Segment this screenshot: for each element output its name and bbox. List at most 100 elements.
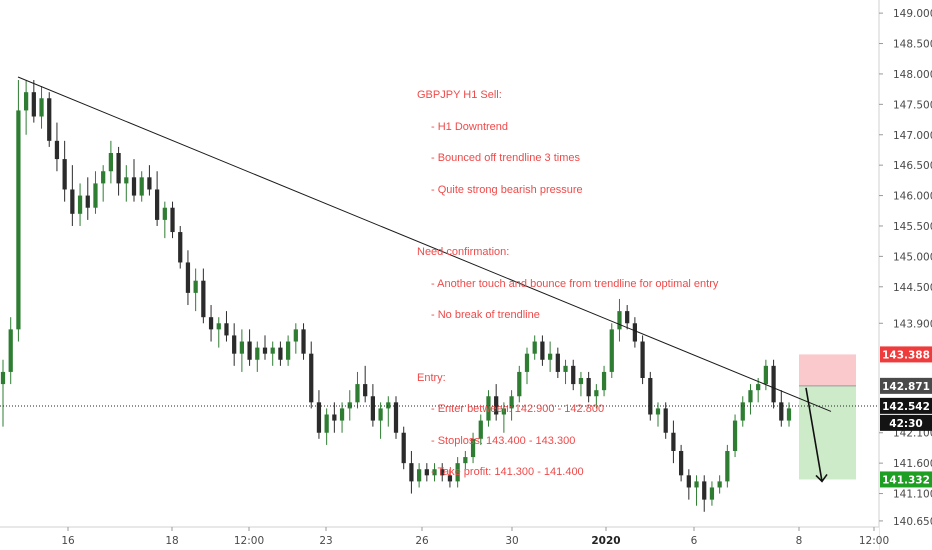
- candle[interactable]: [648, 371, 653, 421]
- candle[interactable]: [170, 201, 175, 239]
- candle[interactable]: [339, 402, 345, 433]
- candle[interactable]: [486, 390, 491, 427]
- candle[interactable]: [154, 171, 160, 226]
- candle[interactable]: [93, 171, 98, 214]
- price-axis-panel[interactable]: [879, 0, 932, 550]
- candle[interactable]: [563, 359, 568, 385]
- candle[interactable]: [540, 335, 545, 366]
- candle[interactable]: [47, 92, 52, 147]
- candle[interactable]: [725, 444, 730, 488]
- candle[interactable]: [702, 475, 707, 512]
- candle[interactable]: [740, 396, 745, 427]
- candle[interactable]: [332, 402, 337, 433]
- candle[interactable]: [108, 140, 114, 184]
- candle[interactable]: [686, 469, 691, 500]
- trendline[interactable]: [17, 76, 832, 412]
- candle[interactable]: [640, 335, 645, 385]
- candle[interactable]: [239, 329, 245, 372]
- candle[interactable]: [0, 359, 6, 427]
- candle[interactable]: [432, 463, 437, 482]
- candle[interactable]: [447, 469, 453, 488]
- candle[interactable]: [224, 311, 229, 342]
- candle[interactable]: [247, 329, 252, 366]
- candle[interactable]: [131, 159, 137, 202]
- candle[interactable]: [524, 347, 530, 385]
- candle[interactable]: [23, 80, 29, 135]
- candle[interactable]: [316, 390, 322, 439]
- candle[interactable]: [463, 450, 468, 470]
- candle[interactable]: [671, 420, 676, 464]
- candle[interactable]: [70, 165, 75, 226]
- candle[interactable]: [694, 475, 699, 506]
- candle[interactable]: [347, 390, 352, 421]
- candle[interactable]: [709, 481, 715, 506]
- candle[interactable]: [31, 80, 36, 123]
- candle[interactable]: [208, 305, 214, 342]
- candle[interactable]: [571, 359, 576, 391]
- candle[interactable]: [632, 317, 638, 348]
- candle[interactable]: [532, 335, 537, 360]
- candle[interactable]: [77, 183, 83, 226]
- candle[interactable]: [655, 402, 661, 427]
- candle[interactable]: [455, 457, 460, 488]
- candle[interactable]: [401, 426, 406, 470]
- candle[interactable]: [162, 201, 167, 239]
- candle[interactable]: [232, 323, 237, 366]
- candle[interactable]: [16, 80, 21, 342]
- candle[interactable]: [270, 341, 275, 366]
- candle[interactable]: [378, 402, 383, 439]
- candle[interactable]: [285, 335, 291, 366]
- candle[interactable]: [779, 390, 784, 427]
- candle[interactable]: [625, 305, 630, 330]
- candle[interactable]: [301, 323, 306, 360]
- candle[interactable]: [116, 146, 121, 196]
- candle[interactable]: [278, 341, 283, 366]
- candle[interactable]: [416, 463, 422, 488]
- candle[interactable]: [440, 463, 445, 482]
- candle[interactable]: [178, 225, 183, 269]
- candle[interactable]: [609, 323, 614, 379]
- candle[interactable]: [470, 432, 476, 464]
- candle[interactable]: [363, 365, 368, 403]
- candle[interactable]: [355, 371, 360, 409]
- candle[interactable]: [601, 365, 607, 397]
- candle[interactable]: [193, 268, 198, 312]
- candle[interactable]: [756, 378, 761, 403]
- candle[interactable]: [124, 165, 129, 202]
- candle[interactable]: [309, 341, 314, 409]
- candle[interactable]: [324, 408, 329, 445]
- candle[interactable]: [509, 390, 514, 421]
- candle[interactable]: [386, 396, 391, 427]
- candle[interactable]: [732, 414, 738, 458]
- candle[interactable]: [409, 450, 414, 494]
- candle[interactable]: [62, 140, 67, 202]
- candle[interactable]: [201, 268, 206, 324]
- candle[interactable]: [8, 317, 13, 385]
- candle[interactable]: [370, 384, 376, 427]
- candle[interactable]: [494, 384, 499, 421]
- candle[interactable]: [594, 384, 599, 409]
- candle[interactable]: [771, 359, 776, 409]
- candle[interactable]: [101, 165, 106, 202]
- candle[interactable]: [517, 365, 522, 403]
- candle[interactable]: [717, 475, 722, 494]
- candle[interactable]: [185, 250, 191, 306]
- candle[interactable]: [293, 323, 298, 354]
- candle[interactable]: [578, 371, 584, 397]
- candle[interactable]: [586, 371, 591, 403]
- candle[interactable]: [262, 335, 268, 360]
- candle[interactable]: [255, 341, 260, 372]
- candle[interactable]: [216, 317, 221, 348]
- candle[interactable]: [547, 341, 553, 372]
- candle[interactable]: [54, 122, 60, 172]
- time-axis-panel[interactable]: [0, 527, 879, 550]
- candle[interactable]: [393, 396, 399, 439]
- candle[interactable]: [139, 171, 144, 202]
- candle[interactable]: [147, 165, 152, 196]
- candle[interactable]: [85, 177, 90, 220]
- candle[interactable]: [39, 86, 44, 129]
- candle[interactable]: [663, 402, 668, 439]
- candle[interactable]: [478, 414, 483, 445]
- candle[interactable]: [424, 463, 429, 482]
